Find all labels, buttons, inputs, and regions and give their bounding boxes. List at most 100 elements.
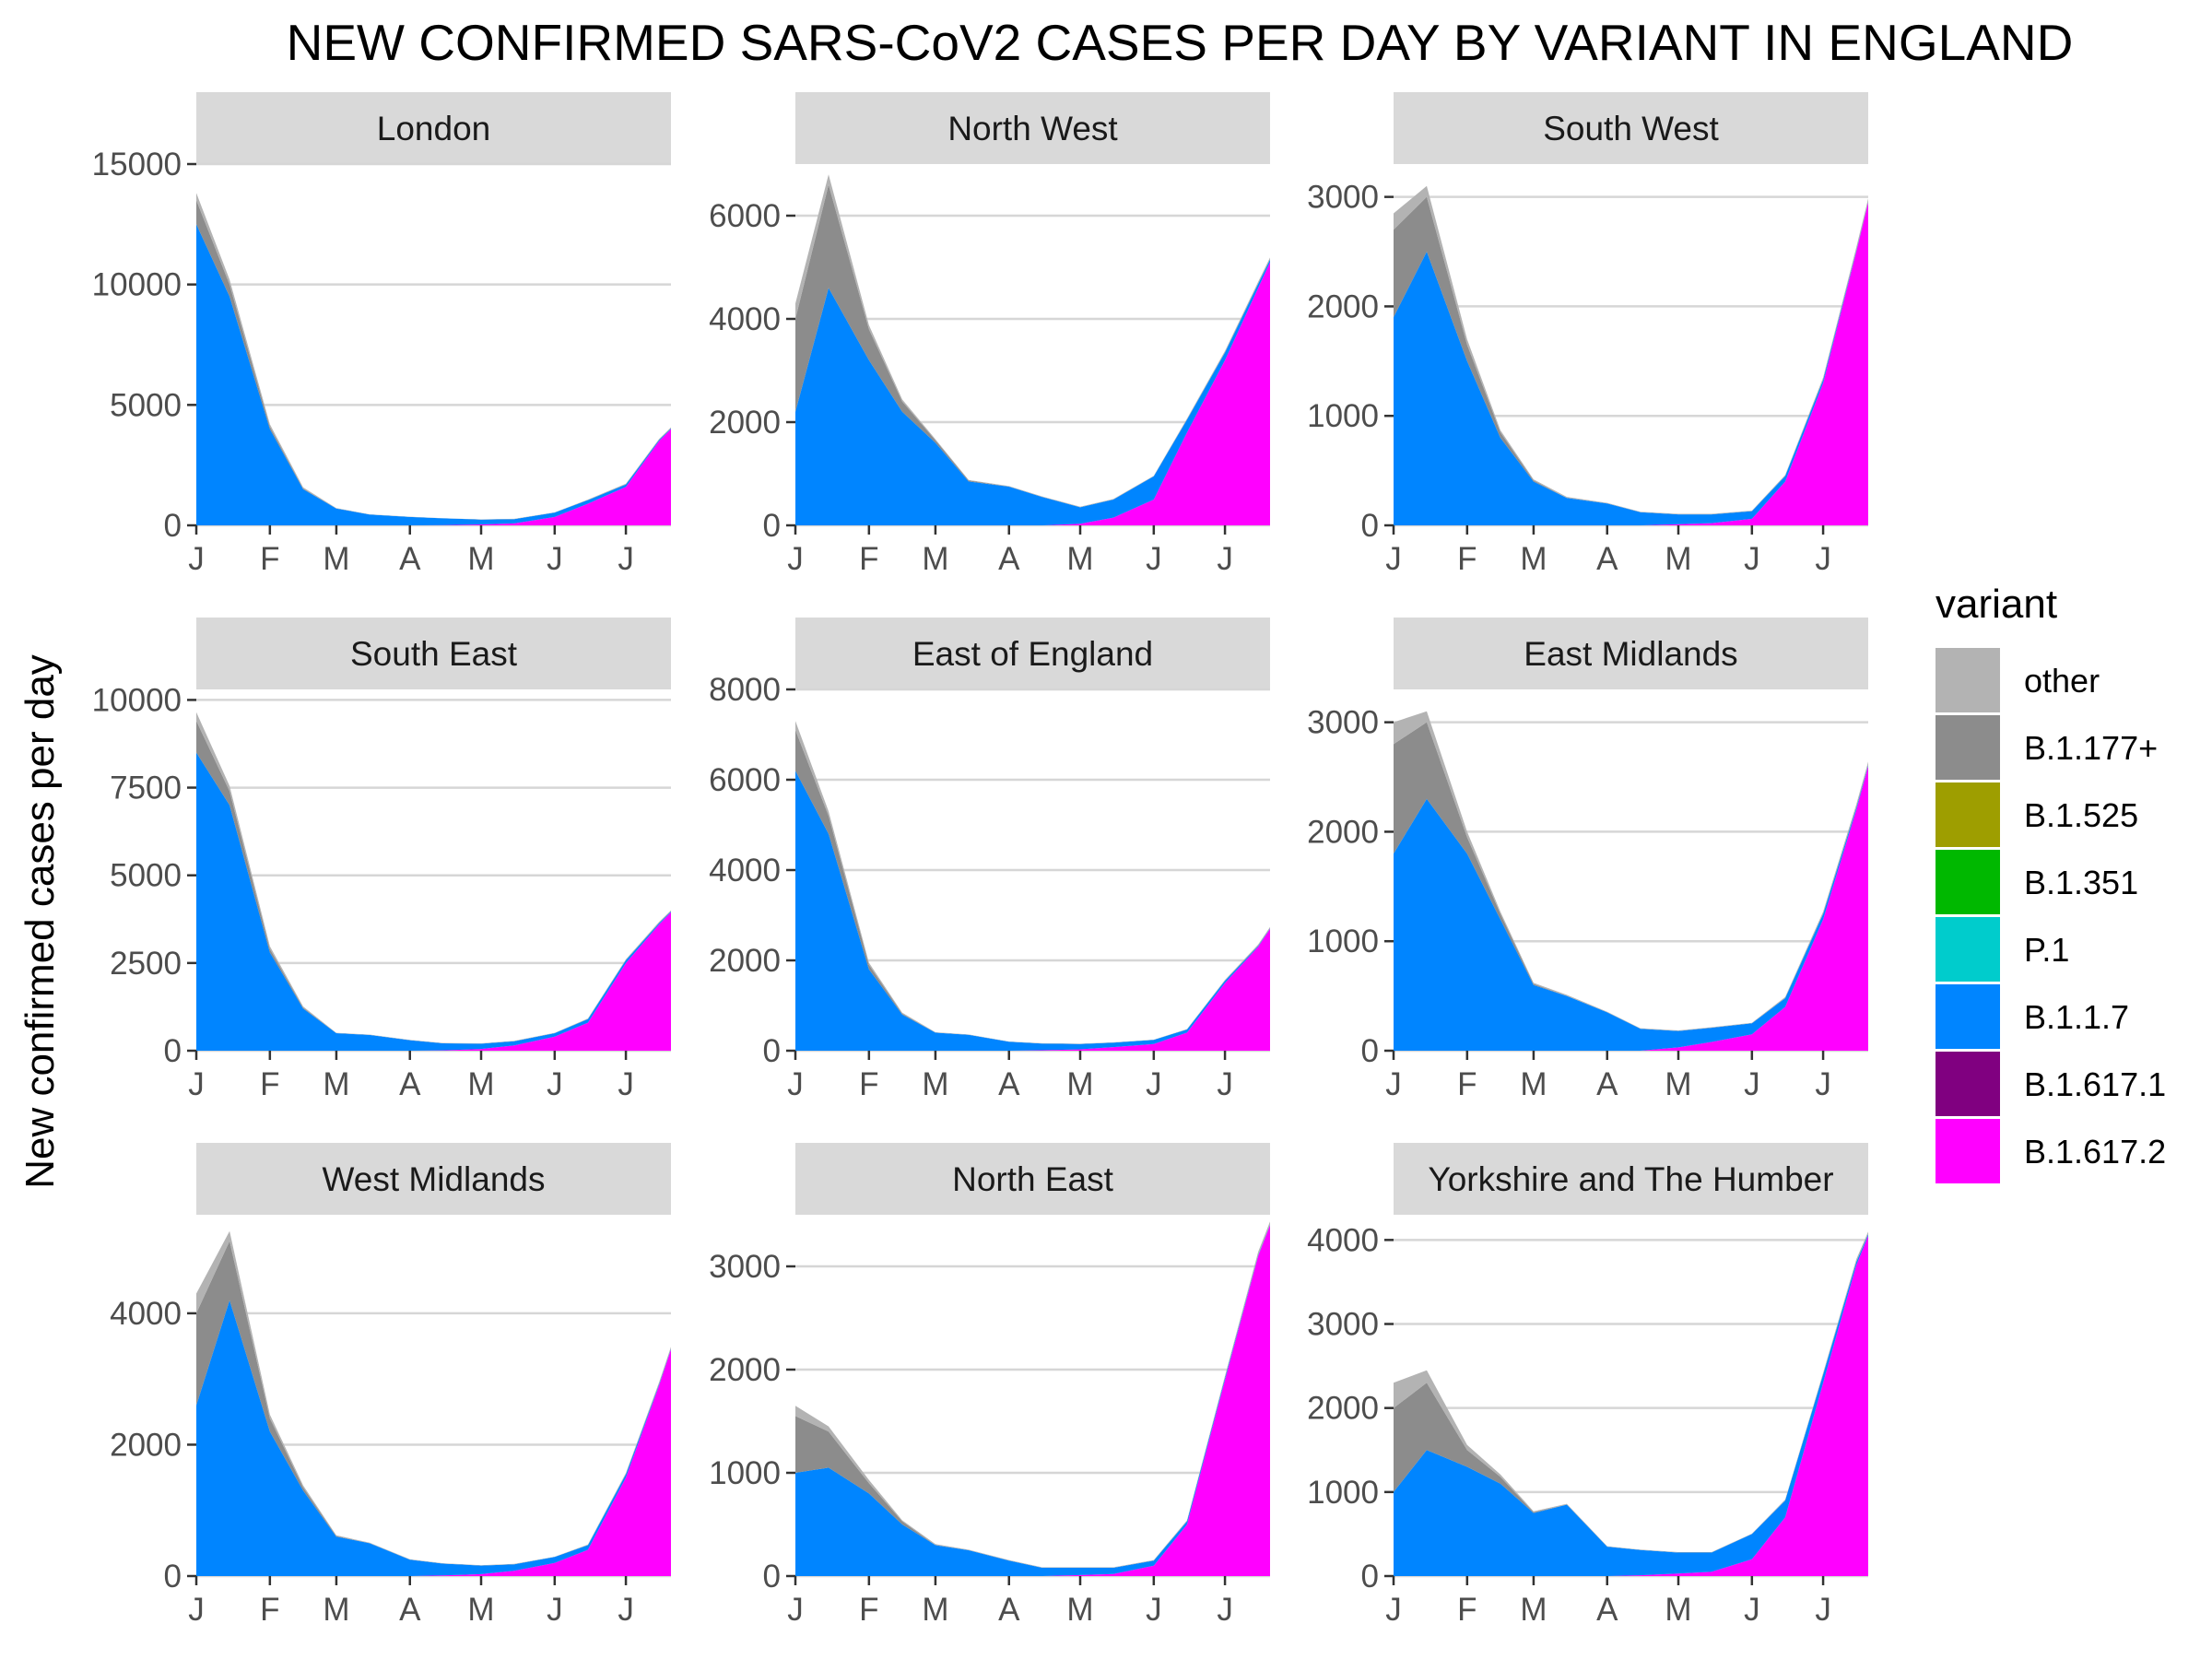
- y-tick-label: 4000: [110, 1296, 182, 1332]
- area-london-b-1-1-7: [196, 224, 671, 526]
- legend-label-b-1-525: B.1.525: [2024, 796, 2138, 834]
- y-tick-label: 3000: [1307, 705, 1379, 741]
- x-tick-label: F: [260, 1066, 279, 1102]
- y-tick-label: 1000: [1307, 398, 1379, 434]
- x-tick-label: M: [1665, 1066, 1691, 1102]
- x-tick-label: A: [399, 1592, 421, 1628]
- strip-south-east: [196, 618, 671, 689]
- strip-label-south-west: South West: [1543, 110, 1719, 147]
- x-tick-label: J: [1146, 541, 1162, 577]
- strip-label-west-midlands: West Midlands: [323, 1160, 546, 1198]
- y-tick-label: 0: [763, 508, 781, 544]
- x-tick-label: A: [1596, 541, 1618, 577]
- area-south-east-b-1-617-2: [196, 912, 671, 1051]
- area-east-of-england-b-1-1-7: [795, 771, 1270, 1051]
- strip-label-yorkshire-and-the-humber: Yorkshire and The Humber: [1428, 1160, 1833, 1198]
- x-tick-label: J: [787, 1066, 804, 1102]
- y-tick-label: 6000: [709, 198, 781, 234]
- x-tick-label: M: [1520, 1066, 1547, 1102]
- area-west-midlands-b-1-617-2: [196, 1349, 671, 1576]
- x-tick-label: F: [859, 1592, 878, 1628]
- y-tick-label: 0: [763, 1033, 781, 1069]
- x-tick-label: A: [998, 1066, 1020, 1102]
- x-tick-label: J: [1744, 1592, 1760, 1628]
- y-tick-label: 2000: [1307, 814, 1379, 850]
- y-tick-label: 2000: [709, 943, 781, 979]
- legend-key-b-1-177: [1936, 715, 2000, 780]
- area-yorkshire-and-the-humber-b-1-617-2: [1394, 1235, 1868, 1576]
- area-west-midlands-b-1-1-7: [196, 1300, 671, 1576]
- x-tick-label: M: [1520, 1592, 1547, 1628]
- x-tick-label: J: [787, 541, 804, 577]
- legend-label-p-1: P.1: [2024, 931, 2069, 969]
- area-north-west-b-1-617-2: [795, 262, 1270, 525]
- x-tick-label: M: [1066, 1066, 1093, 1102]
- area-north-east-b-1-1-7: [795, 1224, 1270, 1576]
- x-tick-label: J: [618, 1066, 634, 1102]
- x-tick-label: J: [1815, 541, 1831, 577]
- legend-key-b-1-351: [1936, 850, 2000, 914]
- panel-north-east: North East 0 1000 2000 3000 J F M A M J J: [709, 1143, 1270, 1628]
- x-tick-label: M: [323, 1592, 349, 1628]
- area-east-of-england-b-1-617-2: [795, 928, 1270, 1051]
- y-tick-label: 0: [164, 1559, 182, 1594]
- y-tick-label: 0: [763, 1559, 781, 1594]
- legend-key-b-1-617-2: [1936, 1119, 2000, 1183]
- legend-label-b-1-177: B.1.177+: [2024, 729, 2158, 767]
- x-tick-label: A: [998, 541, 1020, 577]
- x-tick-label: J: [618, 1592, 634, 1628]
- area-london-b-1-617-2: [196, 429, 671, 525]
- y-tick-label: 4000: [709, 853, 781, 888]
- y-tick-label: 2000: [1307, 288, 1379, 324]
- panel-north-west: North West 0 2000 4000 6000 J F M A M J J: [709, 92, 1270, 577]
- x-tick-label: M: [467, 1592, 494, 1628]
- x-tick-label: J: [1815, 1592, 1831, 1628]
- area-north-west-b-1-1-7: [795, 259, 1270, 525]
- legend-label-b-1-617-2: B.1.617.2: [2024, 1133, 2166, 1171]
- y-axis-label: New confirmed cases per day: [18, 654, 63, 1189]
- x-tick-label: M: [1665, 541, 1691, 577]
- strip-south-west: [1394, 92, 1868, 164]
- panel-south-west: South West 0 1000 2000 3000 J F M A M J J: [1307, 92, 1868, 577]
- y-tick-label: 7500: [110, 771, 182, 806]
- x-tick-label: F: [260, 1592, 279, 1628]
- strip-label-london: London: [377, 110, 490, 147]
- strip-north-west: [795, 92, 1270, 164]
- x-tick-label: A: [399, 541, 421, 577]
- area-south-east-b-1-1-7: [196, 752, 671, 1051]
- legend-label-other: other: [2024, 662, 2100, 700]
- legend-key-b-1-1-7: [1936, 984, 2000, 1049]
- x-tick-label: J: [547, 1592, 563, 1628]
- strip-label-south-east: South East: [350, 635, 518, 673]
- area-south-west-b-1-1-7: [1394, 202, 1868, 525]
- y-tick-label: 2000: [709, 405, 781, 441]
- x-tick-label: J: [1385, 1592, 1402, 1628]
- x-tick-label: F: [859, 1066, 878, 1102]
- x-tick-label: J: [1744, 1066, 1760, 1102]
- y-tick-label: 6000: [709, 762, 781, 798]
- area-yorkshire-and-the-humber-b-1-1-7: [1394, 1234, 1868, 1576]
- y-tick-label: 2000: [110, 1427, 182, 1463]
- x-tick-label: J: [618, 541, 634, 577]
- x-tick-label: F: [1457, 541, 1477, 577]
- legend-key-other: [1936, 648, 2000, 712]
- y-tick-label: 10000: [92, 267, 182, 303]
- y-tick-label: 0: [1361, 1559, 1379, 1594]
- area-east-midlands-b-1-1-7: [1394, 765, 1868, 1051]
- y-tick-label: 2000: [709, 1352, 781, 1388]
- legend-title: variant: [1936, 582, 2057, 627]
- x-tick-label: M: [467, 1066, 494, 1102]
- strip-label-east-midlands: East Midlands: [1524, 635, 1737, 673]
- legend-label-b-1-617-1: B.1.617.1: [2024, 1065, 2166, 1103]
- x-tick-label: J: [1385, 1066, 1402, 1102]
- x-tick-label: M: [1520, 541, 1547, 577]
- area-north-east-b-1-617-2: [795, 1225, 1270, 1576]
- x-tick-label: M: [467, 541, 494, 577]
- y-tick-label: 15000: [92, 147, 182, 182]
- legend-key-p-1: [1936, 917, 2000, 982]
- panel-west-midlands: West Midlands 0 2000 4000 J F M A M J J: [110, 1143, 671, 1628]
- x-tick-label: M: [323, 1066, 349, 1102]
- legend-label-b-1-351: B.1.351: [2024, 864, 2138, 901]
